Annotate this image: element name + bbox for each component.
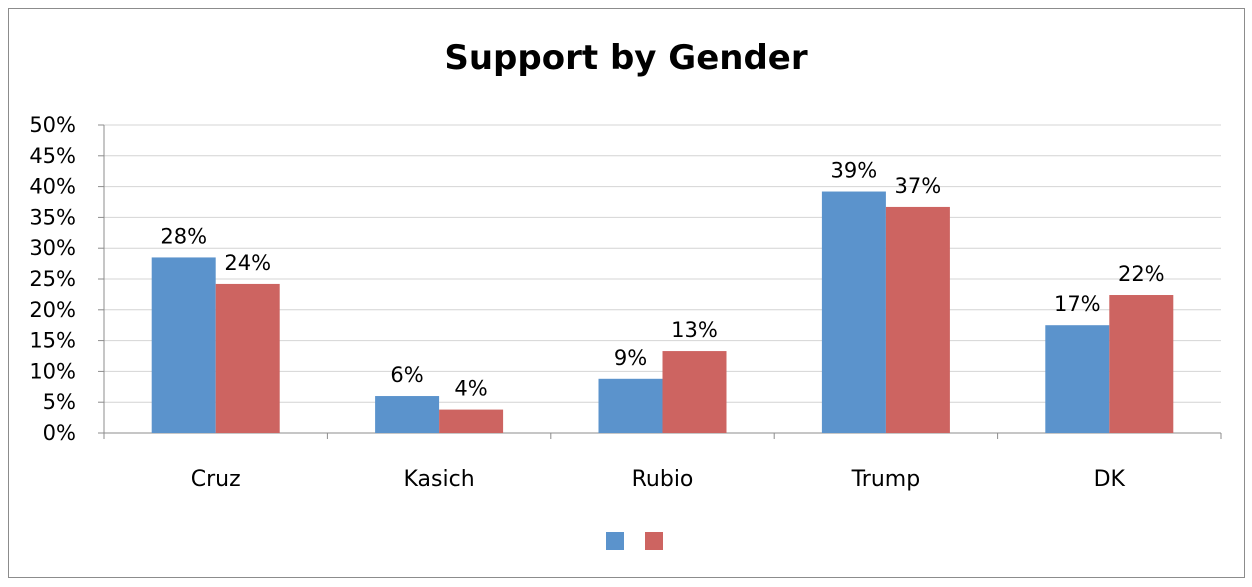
data-label: 13% bbox=[671, 318, 718, 342]
y-tick-label: 45% bbox=[29, 144, 76, 168]
bar-trump-series-1 bbox=[821, 191, 886, 433]
data-label: 4% bbox=[454, 377, 487, 401]
data-label: 9% bbox=[614, 346, 647, 370]
y-tick-label: 40% bbox=[29, 175, 76, 199]
bar-rubio-series-1 bbox=[598, 378, 663, 433]
category-label: DK bbox=[1094, 467, 1126, 492]
y-tick-label: 50% bbox=[29, 113, 76, 137]
y-tick-label: 20% bbox=[29, 298, 76, 322]
bar-trump-series-2 bbox=[885, 206, 950, 433]
bar-kasich-series-2 bbox=[439, 409, 504, 433]
data-label: 17% bbox=[1054, 292, 1101, 316]
legend-swatch-series-1 bbox=[606, 532, 624, 550]
y-tick-label: 10% bbox=[29, 359, 76, 383]
data-label: 39% bbox=[831, 159, 878, 183]
category-label: Rubio bbox=[632, 467, 694, 492]
category-label: Trump bbox=[851, 467, 921, 492]
bar-cruz-series-2 bbox=[215, 283, 280, 433]
y-tick-label: 35% bbox=[29, 205, 76, 229]
bar-dk-series-2 bbox=[1109, 295, 1174, 433]
chart-title: Support by Gender bbox=[444, 38, 808, 78]
bar-cruz-series-1 bbox=[151, 257, 216, 433]
data-label: 6% bbox=[390, 363, 423, 387]
y-tick-label: 5% bbox=[43, 390, 76, 414]
bar-kasich-series-1 bbox=[375, 396, 440, 433]
data-label: 37% bbox=[895, 174, 942, 198]
data-label: 28% bbox=[160, 224, 207, 248]
y-tick-label: 25% bbox=[29, 267, 76, 291]
y-tick-label: 0% bbox=[43, 421, 76, 445]
y-tick-label: 30% bbox=[29, 236, 76, 260]
bar-dk-series-1 bbox=[1045, 325, 1110, 433]
legend-swatch-series-2 bbox=[645, 532, 663, 550]
bar-rubio-series-2 bbox=[662, 351, 727, 433]
data-label: 24% bbox=[224, 251, 271, 275]
data-label: 22% bbox=[1118, 262, 1165, 286]
category-label: Cruz bbox=[191, 467, 241, 492]
y-tick-label: 15% bbox=[29, 329, 76, 353]
category-label: Kasich bbox=[404, 467, 475, 492]
